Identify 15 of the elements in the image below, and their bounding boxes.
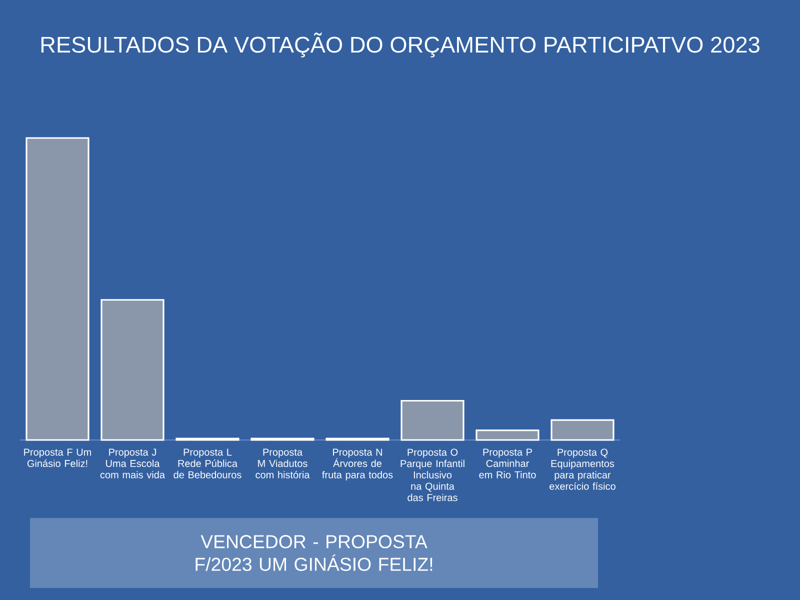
bar: [476, 430, 540, 441]
text: VENCEDOR - PROPOSTA F/2023 UM GINÁSIO FELIZ!: [196, 535, 432, 571]
x-tick-label: Proposta L Rede Pública de Bebedouros: [174, 448, 242, 478]
chart-title: RESULTADOS DA VOTAÇÃO DO ORÇAMENTO PARTICIPATVO 2023: [41, 32, 760, 58]
bar: [26, 137, 90, 441]
x-tick-label: Proposta O Parque Infantil Inclusivo na Quinta das Freiras: [400, 448, 464, 502]
bar: [400, 400, 464, 441]
bar: [100, 299, 164, 441]
bar: [550, 419, 614, 441]
x-tick-label: Proposta Q Equipamentos para praticar exercício físico: [550, 448, 616, 490]
x-tick-label: Proposta P Caminhar em Rio Tinto: [479, 448, 536, 478]
x-tick-label: Proposta M Viadutos com história: [256, 448, 310, 478]
x-tick-label: Proposta N Árvores de fruta para todos: [322, 448, 393, 480]
x-tick-label: Proposta F Um Ginásio Feliz!: [24, 448, 92, 468]
x-tick-label: Proposta J Uma Escola com mais vida: [100, 448, 165, 478]
